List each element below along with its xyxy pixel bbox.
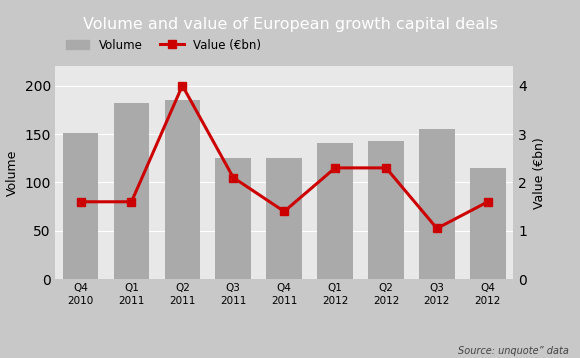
Bar — [470, 168, 506, 279]
Text: Source: unquote” data: Source: unquote” data — [458, 346, 568, 356]
Bar — [63, 133, 99, 279]
Bar — [215, 158, 251, 279]
Bar — [317, 143, 353, 279]
Text: Volume and value of European growth capital deals: Volume and value of European growth capi… — [82, 17, 498, 32]
Legend: Volume, Value (€bn): Volume, Value (€bn) — [61, 34, 266, 56]
Bar — [368, 141, 404, 279]
Bar — [114, 103, 149, 279]
Bar — [165, 100, 200, 279]
Y-axis label: Volume: Volume — [6, 150, 19, 196]
Bar — [419, 129, 455, 279]
Bar — [266, 158, 302, 279]
Y-axis label: Value (€bn): Value (€bn) — [532, 137, 546, 209]
